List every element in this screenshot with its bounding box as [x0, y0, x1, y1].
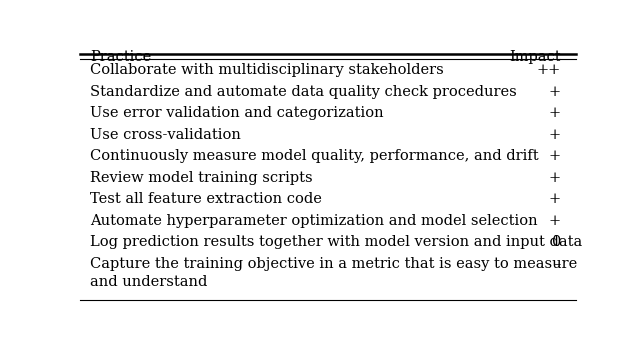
- Text: Standardize and automate data quality check procedures: Standardize and automate data quality ch…: [90, 85, 516, 99]
- Text: Use error validation and categorization: Use error validation and categorization: [90, 106, 383, 120]
- Text: Review model training scripts: Review model training scripts: [90, 171, 312, 185]
- Text: Collaborate with multidisciplinary stakeholders: Collaborate with multidisciplinary stake…: [90, 63, 444, 77]
- Text: +: +: [549, 106, 561, 120]
- Text: 0: 0: [552, 236, 561, 250]
- Text: +: +: [549, 214, 561, 228]
- Text: +: +: [549, 192, 561, 206]
- Text: +: +: [549, 171, 561, 185]
- Text: Automate hyperparameter optimization and model selection: Automate hyperparameter optimization and…: [90, 214, 538, 228]
- Text: +: +: [549, 128, 561, 142]
- Text: Impact: Impact: [509, 50, 561, 64]
- Text: –: –: [554, 257, 561, 271]
- Text: Test all feature extraction code: Test all feature extraction code: [90, 192, 322, 206]
- Text: Practice: Practice: [90, 50, 151, 64]
- Text: +: +: [549, 149, 561, 163]
- Text: Log prediction results together with model version and input data: Log prediction results together with mod…: [90, 236, 582, 250]
- Text: +: +: [549, 85, 561, 99]
- Text: Continuously measure model quality, performance, and drift: Continuously measure model quality, perf…: [90, 149, 538, 163]
- Text: ++: ++: [537, 63, 561, 77]
- Text: Capture the training objective in a metric that is easy to measure
and understan: Capture the training objective in a metr…: [90, 257, 577, 289]
- Text: Use cross-validation: Use cross-validation: [90, 128, 241, 142]
